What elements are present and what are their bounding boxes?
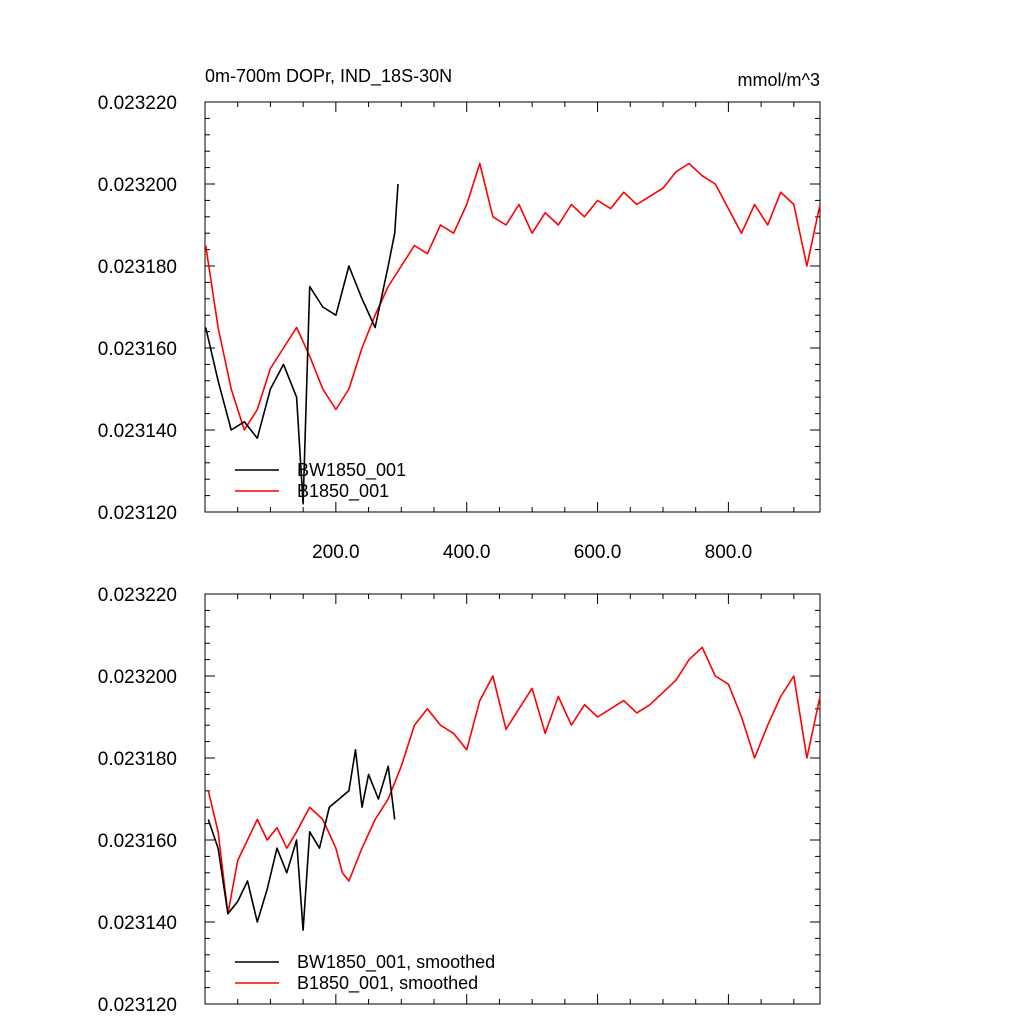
series-line-bw1850-001-smoothed (207, 748, 396, 932)
legend-label: BW1850_001, smoothed (297, 952, 495, 973)
top-panel-axes: 0.023120 0.023140 0.023160 0.023180 0.023200… (98, 93, 820, 563)
chart-title: 0m-700m DOPr, IND_18S-30N (205, 66, 452, 87)
top-panel: 0.023120 0.023140 0.023160 0.023180 0.023200… (98, 93, 821, 563)
y-tick-label: 0.023200 (98, 175, 177, 196)
bottom-panel-axes: 0.023120 0.023140 0.023160 0.023180 0.023200… (98, 585, 820, 1016)
units-label: mmol/m^3 (738, 70, 820, 90)
series-line-b1850-001-smoothed (207, 646, 821, 915)
x-tick-label: 200.0 (312, 542, 360, 563)
legend-label: BW1850_001 (297, 460, 406, 481)
y-tick-label: 0.023180 (98, 257, 177, 278)
x-tick-label: 600.0 (574, 542, 622, 563)
series-line-b1850-001 (204, 162, 821, 431)
bottom-panel-series (207, 646, 821, 932)
y-tick-label: 0.023220 (98, 585, 177, 606)
y-tick-label: 0.023160 (98, 831, 177, 852)
y-tick-label: 0.023160 (98, 339, 177, 360)
top-panel-series (204, 162, 821, 505)
x-tick-label: 800.0 (705, 542, 753, 563)
y-tick-label: 0.023120 (98, 503, 177, 524)
y-tick-label: 0.023120 (98, 995, 177, 1016)
x-tick-label: 400.0 (443, 542, 491, 563)
legend-label: B1850_001 (297, 481, 389, 502)
legend-label: B1850_001, smoothed (297, 973, 478, 994)
y-tick-label: 0.023140 (98, 913, 177, 934)
series-line-bw1850-001 (204, 183, 399, 505)
y-tick-label: 0.023180 (98, 749, 177, 770)
y-tick-label: 0.023220 (98, 93, 177, 114)
bottom-panel: 0.023120 0.023140 0.023160 0.023180 0.023200… (98, 585, 821, 1016)
y-tick-label: 0.023200 (98, 667, 177, 688)
bottom-panel-frame (204, 593, 821, 1005)
y-tick-label: 0.023140 (98, 421, 177, 442)
top-panel-frame (204, 101, 821, 513)
